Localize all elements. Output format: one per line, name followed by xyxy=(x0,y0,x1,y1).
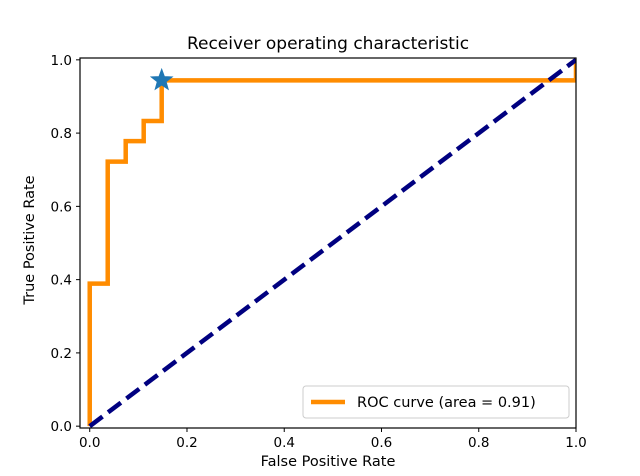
x-tick-label: 0.0 xyxy=(79,435,100,451)
y-tick-label: 0.4 xyxy=(51,273,72,289)
legend-box xyxy=(302,385,570,419)
y-tick-label: 0.8 xyxy=(51,126,72,142)
x-tick-label: 0.4 xyxy=(273,435,294,451)
axis-ticks: 0.0 0.2 0.4 0.6 0.8 1.0 0.0 0.2 0.4 0.6 0.8 1.0 xyxy=(51,53,587,451)
y-tick-label: 0.0 xyxy=(51,419,72,435)
chart-title: Receiver operating characteristic xyxy=(187,34,469,54)
y-axis-label: True Positive Rate xyxy=(22,175,38,305)
plot-frame xyxy=(79,57,577,429)
x-tick-label: 0.6 xyxy=(371,435,392,451)
optimal-threshold-star-marker xyxy=(149,67,174,91)
x-tick-label: 0.2 xyxy=(176,435,197,451)
legend-label-roc: ROC curve (area = 0.91) xyxy=(357,395,536,411)
chance-diagonal-line xyxy=(88,58,576,428)
y-tick-label: 0.2 xyxy=(51,346,72,362)
y-tick-label: 0.6 xyxy=(51,199,72,215)
x-tick-label: 1.0 xyxy=(565,435,586,451)
plot-area xyxy=(87,58,576,428)
roc-curve-line xyxy=(87,59,576,427)
legend: ROC curve (area = 0.91) xyxy=(302,385,570,419)
y-tick-label: 1.0 xyxy=(51,53,72,69)
x-tick-label: 0.8 xyxy=(468,435,489,451)
x-axis-label: False Positive Rate xyxy=(261,454,396,470)
